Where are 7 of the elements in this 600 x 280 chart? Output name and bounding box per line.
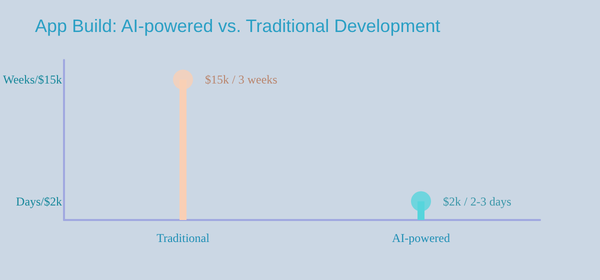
data-label: $2k / 2-3 days	[443, 194, 512, 208]
x-tick-label: Traditional	[156, 231, 210, 245]
x-tick-label: AI-powered	[392, 231, 450, 245]
chart-title: App Build: AI-powered vs. Traditional Development	[35, 16, 440, 36]
data-label: $15k / 3 weeks	[205, 72, 278, 87]
y-tick-label: Weeks/$15k	[2, 72, 62, 87]
y-tick-label: Days/$2k	[16, 194, 62, 208]
